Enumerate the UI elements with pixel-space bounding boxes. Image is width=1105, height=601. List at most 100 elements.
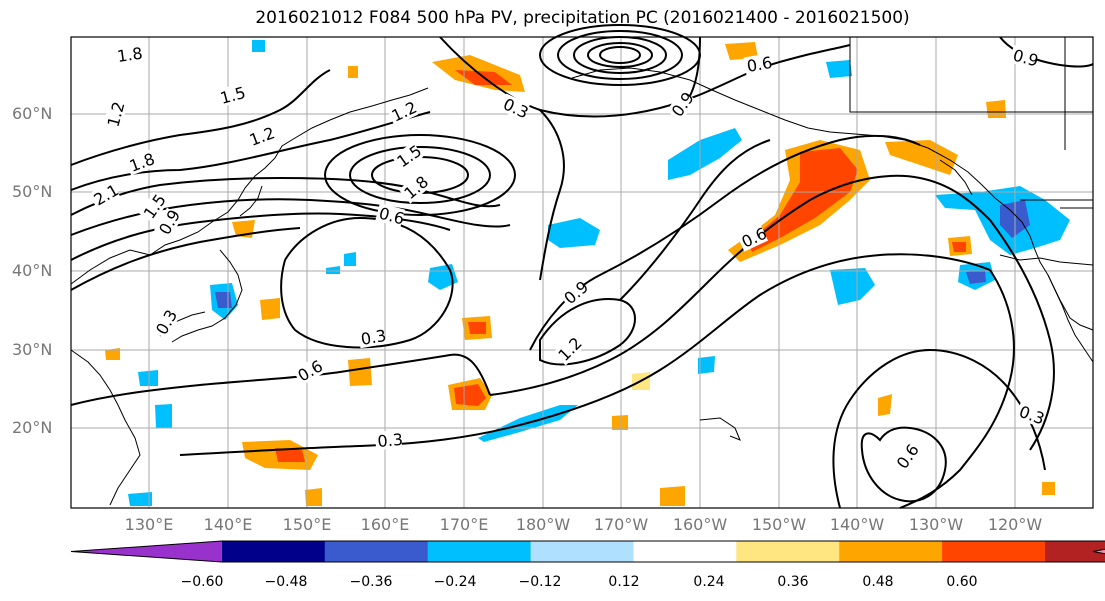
precip-patch bbox=[668, 128, 742, 180]
colorbar-tick-label: 0.12 bbox=[608, 574, 640, 590]
colorbar-tick-label: −0.48 bbox=[264, 574, 308, 590]
lat-label: 50°N bbox=[12, 182, 53, 201]
contour-label-bg bbox=[375, 202, 406, 228]
precip-patch bbox=[878, 394, 892, 416]
colorbar-segment bbox=[736, 541, 840, 562]
contour-label-bg bbox=[357, 326, 387, 349]
coastline bbox=[939, 159, 973, 196]
precip-patch bbox=[348, 66, 358, 78]
lon-label: 130°W bbox=[908, 515, 964, 534]
lon-label: 150°W bbox=[751, 515, 807, 534]
pv-contour bbox=[557, 30, 683, 80]
contour-label-bg bbox=[498, 93, 531, 121]
contour-label: 1.8 bbox=[116, 44, 144, 66]
map-background bbox=[71, 37, 1093, 508]
precip-patch bbox=[830, 268, 875, 305]
precip-patch bbox=[128, 492, 152, 506]
precip-patch bbox=[348, 358, 372, 386]
contour-label-bg bbox=[386, 98, 419, 126]
pv-contour bbox=[860, 426, 947, 503]
contour-label-bg bbox=[88, 181, 121, 210]
contour-label-bg bbox=[891, 441, 922, 474]
colorbar-tick-label: −0.12 bbox=[518, 574, 562, 590]
lon-label: 170°W bbox=[593, 515, 649, 534]
precip-patch bbox=[885, 140, 958, 175]
boundaries bbox=[849, 37, 1093, 201]
precip-patch bbox=[748, 148, 858, 252]
precip-patch bbox=[138, 370, 158, 386]
lon-label: 140°W bbox=[829, 515, 885, 534]
contour-label-bg bbox=[398, 173, 431, 204]
lat-label: 40°N bbox=[12, 261, 53, 280]
colorbar-segment bbox=[1045, 541, 1105, 562]
colorbar-tick-label: 0.60 bbox=[946, 574, 978, 590]
contour-label-bg bbox=[124, 149, 156, 176]
pv-contour bbox=[439, 36, 851, 118]
pv-contour bbox=[587, 42, 653, 68]
contour-label-bg bbox=[374, 429, 403, 451]
colorbar-segment bbox=[942, 541, 1046, 562]
precip-patch bbox=[660, 486, 685, 506]
contour-label-bg bbox=[558, 278, 591, 309]
colorbar-segment bbox=[71, 541, 222, 562]
precip-patch bbox=[468, 322, 486, 334]
pv-contour bbox=[349, 146, 491, 204]
precip-patch bbox=[548, 218, 600, 248]
coastline bbox=[70, 349, 141, 506]
colorbar-tick-label: −0.36 bbox=[349, 574, 393, 590]
precip-patch bbox=[1042, 482, 1055, 495]
gridlines bbox=[71, 37, 1093, 508]
contour-label-bg bbox=[151, 307, 180, 340]
contour-label-bg bbox=[552, 334, 585, 366]
pv-contour bbox=[70, 176, 501, 216]
colorbar-segment bbox=[221, 541, 326, 562]
contour-label-bg bbox=[666, 89, 697, 122]
pv-contour bbox=[999, 36, 1094, 68]
pv-contour bbox=[619, 139, 771, 301]
coastline bbox=[171, 249, 243, 343]
pv-contour bbox=[70, 227, 301, 291]
contour-label-bg bbox=[216, 83, 246, 108]
colorbar-tick-label: −0.24 bbox=[433, 574, 477, 590]
pv-contour bbox=[70, 69, 331, 166]
precip-patch bbox=[252, 40, 265, 52]
coastline bbox=[1047, 274, 1094, 331]
lon-label: 160°W bbox=[672, 515, 728, 534]
pv-contour bbox=[280, 216, 454, 349]
precip-patch bbox=[105, 348, 120, 360]
coastline bbox=[70, 87, 429, 285]
contour-label-bg bbox=[113, 43, 143, 66]
precip-patch bbox=[454, 384, 486, 406]
precip-patch bbox=[725, 42, 758, 60]
precip-patch bbox=[155, 404, 172, 428]
colorbar-segment bbox=[1093, 549, 1105, 554]
pv-contour bbox=[179, 253, 991, 456]
contour-label: 0.3 bbox=[377, 430, 404, 451]
contour-label: 0.6 bbox=[745, 53, 773, 76]
colorbar-tick-label: −0.60 bbox=[180, 574, 224, 590]
colorbar-tick-label: 0.36 bbox=[777, 574, 809, 590]
pv-contour bbox=[70, 353, 491, 406]
contour-label-bg bbox=[138, 191, 169, 224]
colorbar-outline bbox=[70, 540, 1105, 563]
pv-contour bbox=[599, 46, 641, 64]
precip-patch bbox=[612, 415, 628, 430]
precip-patch bbox=[260, 298, 280, 320]
precip-patch bbox=[966, 270, 986, 284]
precip-patch bbox=[698, 356, 715, 374]
precip-patch bbox=[275, 448, 305, 462]
contour-label: 0.3 bbox=[359, 326, 387, 349]
pv-contour bbox=[324, 134, 516, 216]
coastline bbox=[239, 185, 263, 217]
contour-label-bg bbox=[736, 224, 769, 252]
contour-label-bg bbox=[1015, 401, 1046, 428]
contour-label-bg bbox=[391, 141, 424, 172]
contour-label-bg bbox=[154, 207, 183, 240]
map-title: 2016021012 F084 500 hPa PV, precipitatio… bbox=[255, 8, 910, 28]
lat-label: 30°N bbox=[12, 340, 53, 359]
contour-label-bg bbox=[743, 53, 773, 76]
lat-label: 20°N bbox=[12, 418, 53, 437]
lon-label: 150°E bbox=[282, 515, 332, 534]
coastline bbox=[699, 417, 741, 441]
